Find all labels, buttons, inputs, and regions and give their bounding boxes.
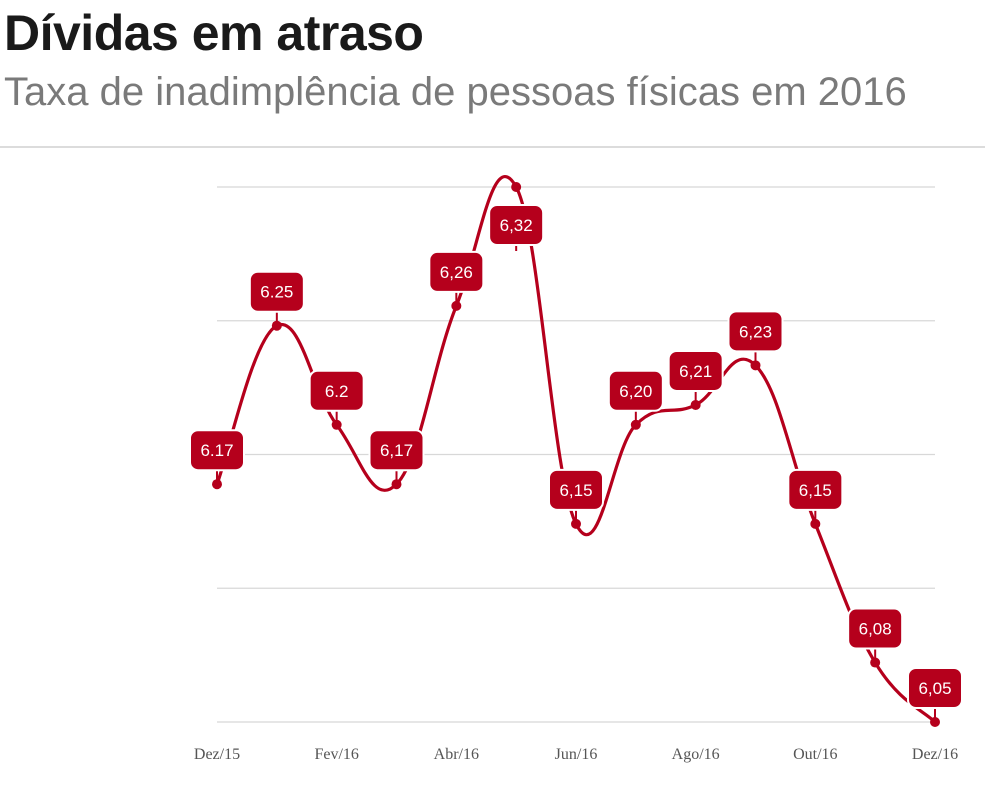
data-label-box bbox=[847, 607, 904, 650]
data-label-text: 6,32 bbox=[500, 216, 533, 235]
data-label-box bbox=[368, 429, 425, 472]
data-label-text: 6,20 bbox=[619, 382, 652, 401]
data-label: 6,32 bbox=[488, 204, 545, 251]
data-label-text: 6,05 bbox=[918, 679, 951, 698]
x-tick-label: Jun/16 bbox=[555, 746, 598, 763]
x-tick-label: Out/16 bbox=[793, 746, 837, 763]
data-label: 6,08 bbox=[847, 607, 904, 663]
data-label: 6,15 bbox=[548, 468, 604, 524]
x-tick-label: Abr/16 bbox=[434, 746, 479, 763]
data-label: 6,21 bbox=[667, 349, 724, 405]
data-label: 6,26 bbox=[428, 250, 485, 306]
data-label-box bbox=[548, 468, 604, 511]
data-label-text: 6,21 bbox=[679, 362, 712, 381]
x-tick-label: Ago/16 bbox=[672, 746, 720, 763]
data-label-text: 6,15 bbox=[559, 481, 592, 500]
data-label: 6,20 bbox=[607, 369, 664, 425]
data-label-box bbox=[727, 310, 784, 353]
series-line bbox=[215, 175, 937, 724]
data-label: 6,23 bbox=[727, 310, 784, 366]
data-label: 6.25 bbox=[248, 270, 305, 326]
x-tick-label: Dez/16 bbox=[912, 746, 958, 763]
data-label-text: 6,15 bbox=[799, 481, 832, 500]
data-label-text: 6,08 bbox=[859, 620, 892, 639]
data-label-text: 6,23 bbox=[739, 322, 772, 341]
data-labels: 6.17 6.25 6.2 6,17 6,26 6,32 6,15 6,20 6,21 6,23 6… bbox=[189, 204, 963, 722]
data-points bbox=[212, 182, 940, 727]
x-tick-label: Fev/16 bbox=[314, 746, 358, 763]
data-point bbox=[511, 182, 522, 192]
data-label-box bbox=[308, 369, 365, 412]
data-label-box bbox=[488, 204, 545, 246]
data-label-text: 6.25 bbox=[260, 283, 293, 302]
data-label-box bbox=[607, 369, 664, 412]
data-label-text: 6,26 bbox=[440, 263, 473, 282]
data-label-box bbox=[787, 468, 844, 511]
chart-title: Dívidas em atraso bbox=[4, 5, 424, 61]
data-label: 6.2 bbox=[308, 369, 365, 425]
data-label-text: 6.2 bbox=[325, 382, 349, 401]
data-label: 6,15 bbox=[787, 468, 844, 524]
data-label: 6,05 bbox=[907, 667, 963, 722]
x-axis-ticks: Dez/15 Fev/16 Abr/16 Jun/16 Ago/16 Out/16 Dez/… bbox=[194, 746, 958, 763]
data-label-box bbox=[907, 667, 963, 709]
grid-lines bbox=[217, 186, 935, 723]
data-label-box bbox=[428, 250, 485, 293]
data-label: 6,17 bbox=[368, 429, 425, 485]
data-label-box bbox=[189, 429, 245, 472]
data-label-box bbox=[667, 349, 724, 392]
chart-subtitle: Taxa de inadimplência de pessoas físicas… bbox=[4, 70, 907, 114]
data-label-box bbox=[248, 270, 305, 313]
data-label-text: 6.17 bbox=[200, 441, 233, 460]
data-label: 6.17 bbox=[189, 429, 245, 485]
header-divider bbox=[0, 146, 985, 148]
x-tick-label: Dez/15 bbox=[194, 746, 240, 763]
data-label-text: 6,17 bbox=[380, 441, 413, 460]
